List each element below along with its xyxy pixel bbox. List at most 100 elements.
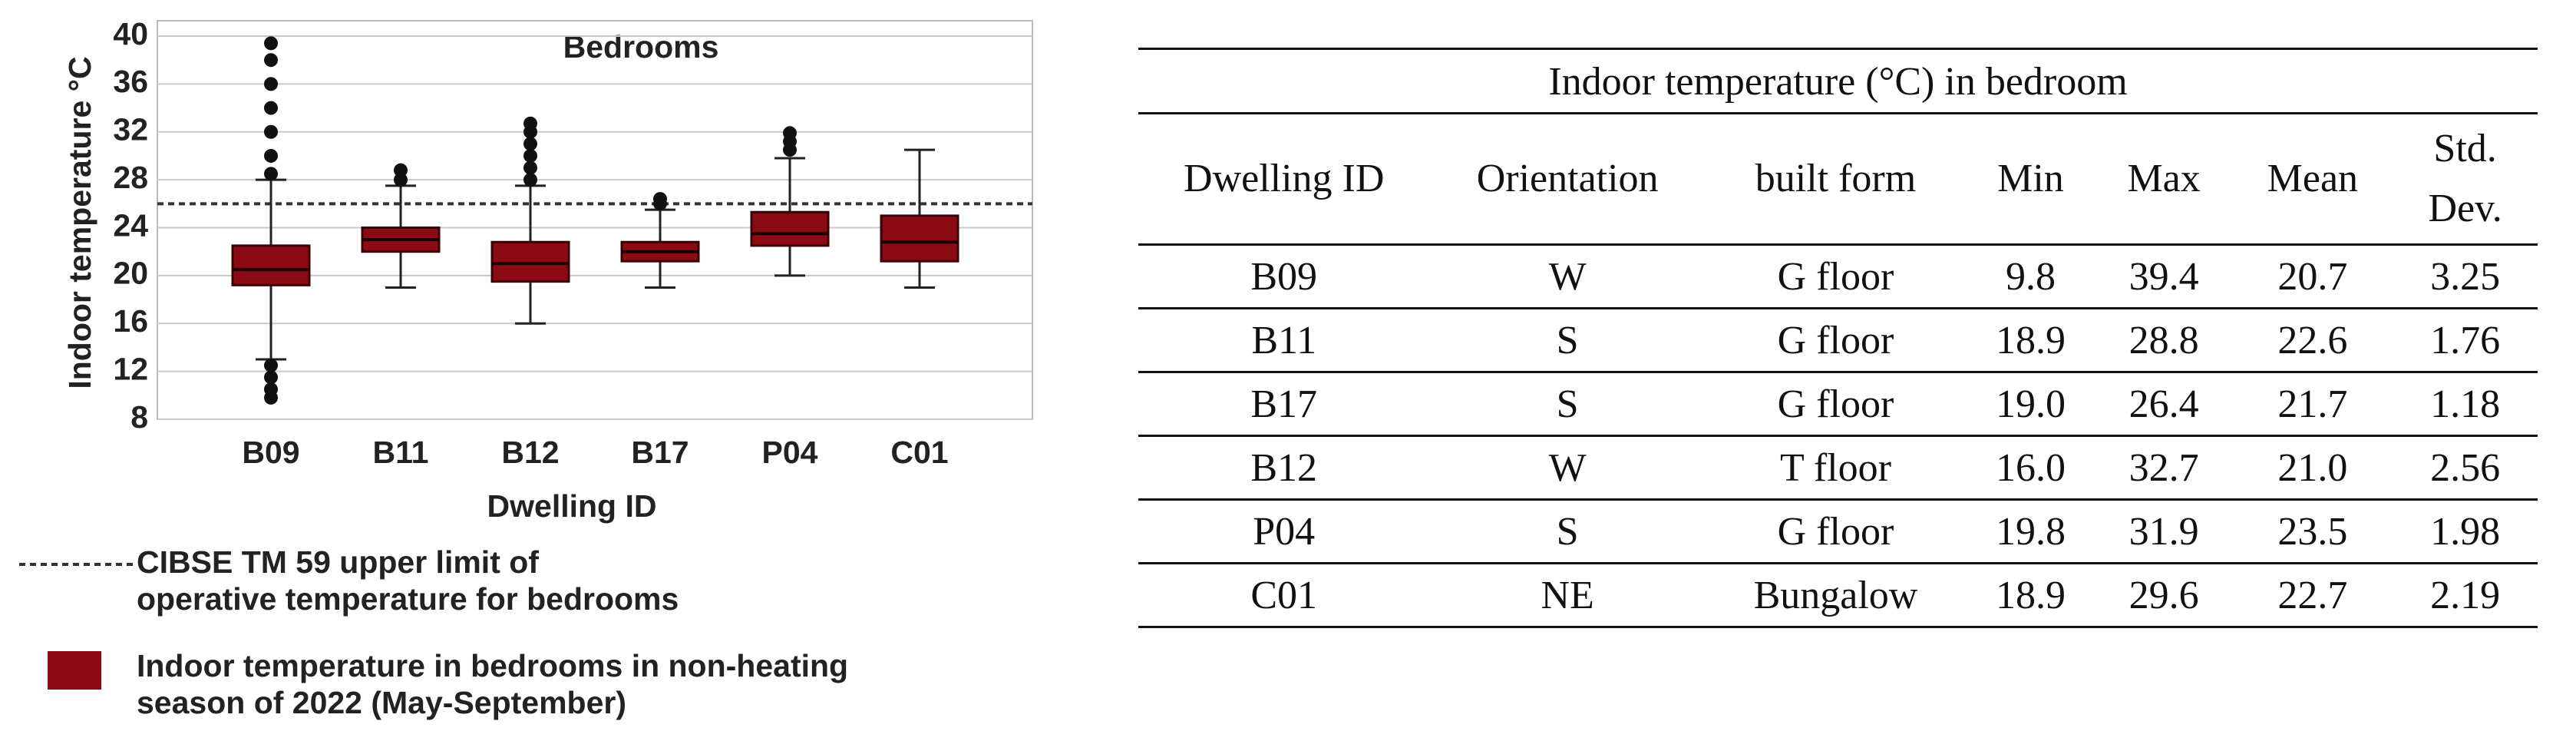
legend-label: Indoor temperature in bedrooms in non-he… xyxy=(137,648,848,683)
outlier xyxy=(394,163,408,177)
table-cell: 29.6 xyxy=(2095,563,2233,628)
table-cell: 21.0 xyxy=(2232,435,2393,501)
outlier xyxy=(394,173,408,187)
table-cell: 39.4 xyxy=(2095,244,2233,309)
x-axis-label: Dwelling ID xyxy=(487,488,657,524)
table-cell: S xyxy=(1429,499,1706,564)
box xyxy=(231,244,311,286)
x-tick-label: B17 xyxy=(631,435,689,470)
y-tick-label: 24 xyxy=(113,207,148,243)
table-cell: 22.6 xyxy=(2232,308,2393,373)
table-cell: 19.8 xyxy=(1966,499,2095,564)
outlier xyxy=(523,116,537,131)
outlier xyxy=(523,137,537,151)
outlier xyxy=(523,148,537,163)
header-cell: Mean xyxy=(2232,114,2393,246)
chart-title: Bedrooms xyxy=(563,29,719,65)
table-cell: 22.7 xyxy=(2232,563,2393,628)
header-cell: Max xyxy=(2095,114,2233,246)
y-tick-label: 28 xyxy=(113,160,148,195)
table-cell: 1.98 xyxy=(2393,499,2538,564)
header-cell: Orientation xyxy=(1429,114,1706,246)
x-tick-label: B09 xyxy=(242,435,299,470)
table-cell: 18.9 xyxy=(1966,308,2095,373)
y-tick-label: 16 xyxy=(113,303,148,339)
table-cell: 32.7 xyxy=(2095,435,2233,501)
table-cell: 26.4 xyxy=(2095,372,2233,437)
table-caption: Indoor temperature (°C) in bedroom xyxy=(1138,48,2538,114)
outlier xyxy=(264,382,278,397)
table-cell: P04 xyxy=(1138,499,1430,564)
outlier xyxy=(264,36,278,51)
table-cell: 2.56 xyxy=(2393,435,2538,501)
x-tick-label: B11 xyxy=(373,435,429,470)
outlier xyxy=(264,148,278,163)
header-cell: built form xyxy=(1705,114,1967,246)
outlier xyxy=(523,160,537,175)
table-cell: W xyxy=(1429,435,1706,501)
table-cell: 21.7 xyxy=(2232,372,2393,437)
table-row: B09 W G floor 9.8 39.4 20.7 3.25 xyxy=(1138,244,2538,309)
table-cell: S xyxy=(1429,372,1706,437)
y-tick-label: 32 xyxy=(113,112,148,147)
outlier xyxy=(264,167,278,181)
table-cell: T floor xyxy=(1705,435,1967,501)
outlier xyxy=(264,53,278,68)
box xyxy=(750,210,830,247)
table-row: P04 S G floor 19.8 31.9 23.5 1.98 xyxy=(1138,499,2538,564)
table-cell: 16.0 xyxy=(1966,435,2095,501)
table-cell: NE xyxy=(1429,563,1706,628)
table-cell: Bungalow xyxy=(1705,563,1967,628)
table-cell: 18.9 xyxy=(1966,563,2095,628)
header-row: Dwelling ID Orientation built form Min Max Me… xyxy=(1138,114,2538,246)
table-cell: S xyxy=(1429,308,1706,373)
outlier xyxy=(264,124,278,139)
table-cell: 1.18 xyxy=(2393,372,2538,437)
table-cell: G floor xyxy=(1705,308,1967,373)
outlier xyxy=(653,192,667,207)
table-cell: 19.0 xyxy=(1966,372,2095,437)
box xyxy=(490,240,570,283)
y-tick-label: 36 xyxy=(113,64,148,99)
table-cell: 1.76 xyxy=(2393,308,2538,373)
x-tick-label: P04 xyxy=(762,435,818,470)
x-tick-label: C01 xyxy=(890,435,948,470)
y-axis-label: Indoor temperature °C xyxy=(62,56,97,389)
y-tick-label: 12 xyxy=(113,351,148,386)
table-cell: G floor xyxy=(1705,244,1967,309)
legend-label: season of 2022 (May-September) xyxy=(137,685,626,720)
table-cell: B11 xyxy=(1138,308,1430,373)
table-cell: 28.8 xyxy=(2095,308,2233,373)
y-tick-label: 8 xyxy=(130,399,148,435)
outlier xyxy=(264,358,278,372)
outlier xyxy=(264,370,278,385)
table-body: B09 W G floor 9.8 39.4 20.7 3.25 B11 S G floor 18.… xyxy=(1138,244,2538,628)
header-cell: Std. Dev. xyxy=(2393,114,2538,246)
y-tick-label: 40 xyxy=(113,16,148,51)
legend-swatch xyxy=(48,651,101,690)
outlier xyxy=(523,173,537,187)
x-tick-label: B12 xyxy=(501,435,559,470)
outlier xyxy=(264,101,278,115)
table-cell: 2.19 xyxy=(2393,563,2538,628)
y-tick-label: 20 xyxy=(113,256,148,291)
header-cell: Dwelling ID xyxy=(1138,114,1430,246)
table-cell: 31.9 xyxy=(2095,499,2233,564)
legend-label: CIBSE TM 59 upper limit of xyxy=(137,544,539,580)
outlier xyxy=(783,126,797,141)
box xyxy=(880,214,959,263)
table-cell: 9.8 xyxy=(1966,244,2095,309)
chart: Bedrooms Dwelling ID Indoor temperature … xyxy=(19,16,1033,720)
table-cell: B12 xyxy=(1138,435,1430,501)
table-cell: G floor xyxy=(1705,372,1967,437)
table-cell: W xyxy=(1429,244,1706,309)
table-cell: B09 xyxy=(1138,244,1430,309)
legend-label: operative temperature for bedrooms xyxy=(137,581,679,617)
table-cell: 23.5 xyxy=(2232,499,2393,564)
table-cell: 20.7 xyxy=(2232,244,2393,309)
table-cell: G floor xyxy=(1705,499,1967,564)
outlier xyxy=(264,77,278,91)
header-cell: Min xyxy=(1966,114,2095,246)
table-row: B11 S G floor 18.9 28.8 22.6 1.76 xyxy=(1138,308,2538,373)
